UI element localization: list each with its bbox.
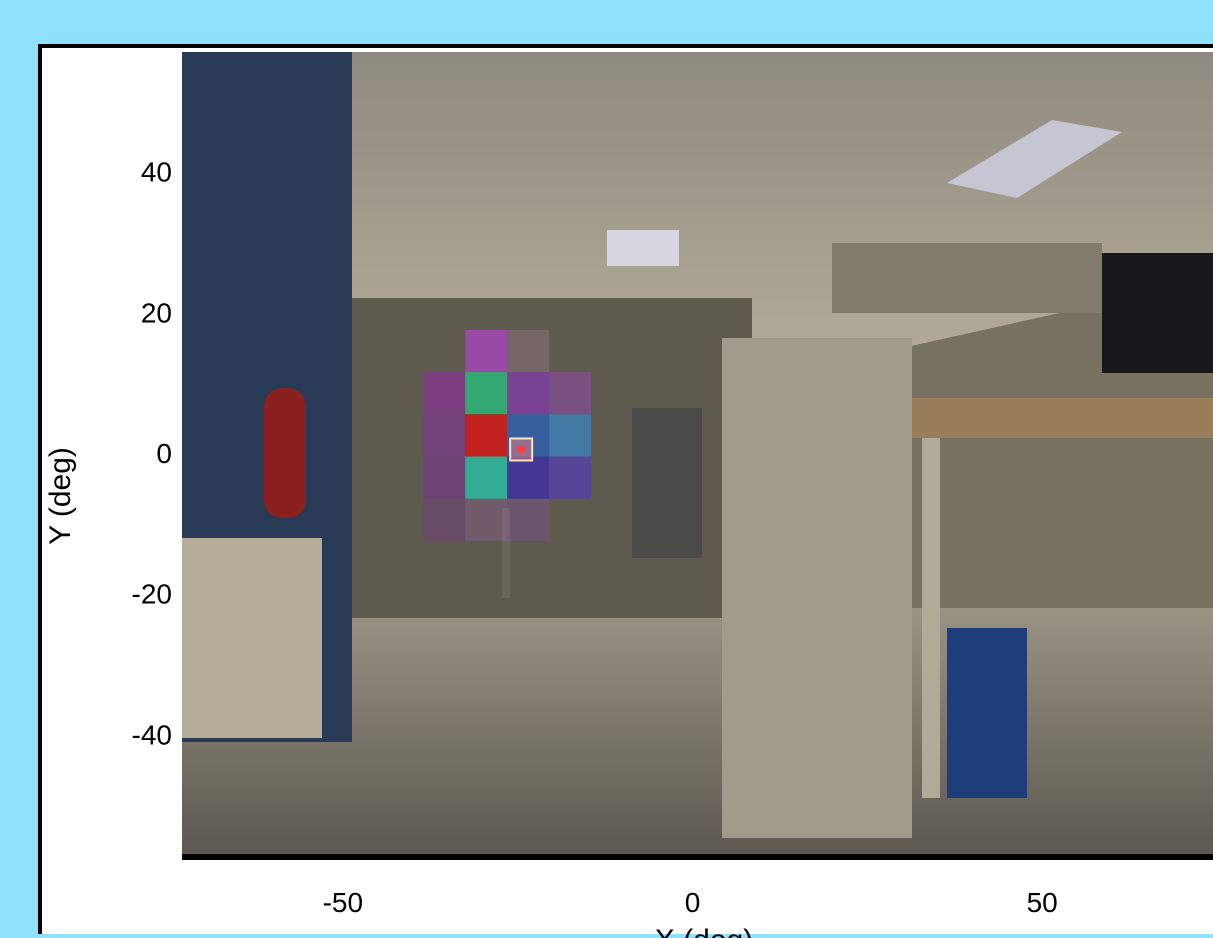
heatmap-cell bbox=[549, 372, 592, 415]
figure-window: -50 0 50 40 20 0 -20 -40 X (deg) Y (deg) bbox=[38, 44, 1213, 938]
desk-leg bbox=[922, 438, 940, 798]
ceiling-light bbox=[607, 230, 679, 266]
fixation-marker bbox=[509, 437, 534, 462]
monitor bbox=[1102, 253, 1213, 373]
rack bbox=[632, 408, 702, 558]
y-tick-label: 0 bbox=[156, 438, 172, 469]
fire-extinguisher bbox=[264, 388, 306, 518]
heatmap-cells bbox=[423, 329, 592, 541]
tick-labels: -50 0 50 40 20 0 -20 -40 bbox=[132, 157, 1058, 918]
heatmap-cell bbox=[423, 498, 466, 541]
trash-bin bbox=[947, 628, 1027, 798]
heatmap-cell bbox=[507, 372, 550, 415]
shelf bbox=[832, 243, 1102, 313]
y-axis-label: Y (deg) bbox=[44, 447, 77, 545]
heatmap-cell bbox=[423, 372, 466, 415]
heatmap-cell bbox=[465, 414, 508, 457]
x-tick-label: 0 bbox=[685, 887, 701, 918]
y-tick-label: -40 bbox=[132, 719, 172, 750]
stool bbox=[502, 508, 510, 598]
heatmap-cell bbox=[507, 498, 550, 541]
x-tick-label: 50 bbox=[1027, 887, 1058, 918]
background-photo bbox=[182, 52, 1213, 854]
heatmap-cell bbox=[507, 456, 550, 499]
heatmap-cell bbox=[465, 498, 508, 541]
marker-dot bbox=[517, 445, 526, 454]
heatmap-cell bbox=[423, 414, 466, 457]
x-tick-label: -50 bbox=[323, 887, 363, 918]
y-tick-label: -20 bbox=[132, 579, 172, 610]
heatmap-cell bbox=[465, 329, 508, 373]
heatmap-cell bbox=[465, 372, 508, 415]
heatmap-cell bbox=[507, 329, 550, 373]
x-axis-label: X (deg) bbox=[655, 924, 753, 938]
chart-svg: -50 0 50 40 20 0 -20 -40 X (deg) Y (deg) bbox=[44, 52, 1213, 938]
cabinet bbox=[722, 338, 912, 838]
pegboard-base bbox=[182, 538, 322, 738]
heatmap-cell bbox=[423, 456, 466, 499]
y-tick-label: 40 bbox=[141, 157, 172, 188]
desk-top bbox=[912, 398, 1213, 438]
y-tick-label: 20 bbox=[141, 297, 172, 328]
axes bbox=[182, 854, 1213, 860]
ceiling-light-2 bbox=[947, 120, 1122, 198]
heatmap-cell bbox=[549, 414, 592, 457]
heatmap-cell bbox=[549, 456, 592, 499]
x-axis-line bbox=[182, 854, 1213, 860]
heatmap-cell bbox=[465, 456, 508, 499]
